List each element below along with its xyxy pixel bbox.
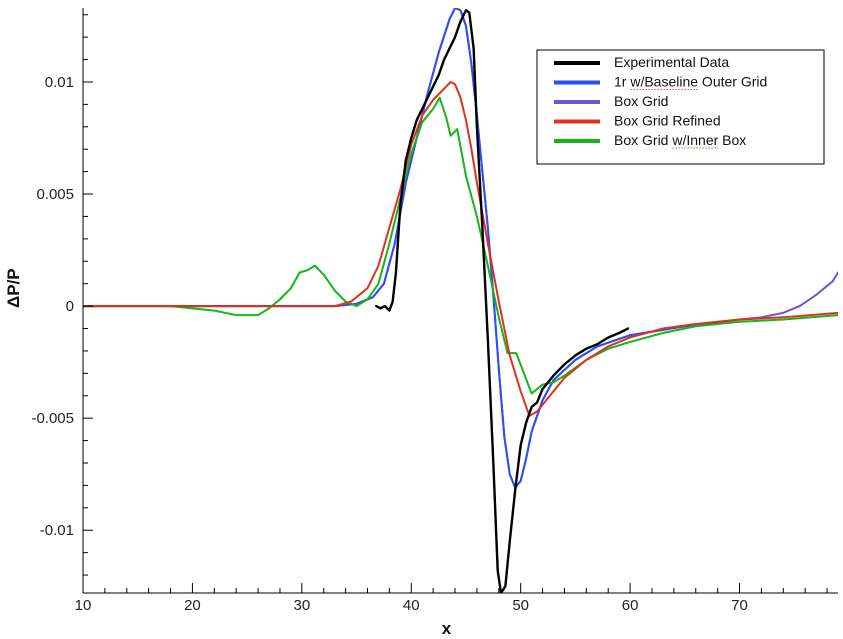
axes: 10 20 30 40 50 60 70 0.01 0.005 0 -0.005 -0.01: [31, 8, 838, 614]
legend-label: Box Grid: [614, 93, 668, 109]
series-line-experimental-data: [375, 9, 630, 593]
x-tick-label: 10: [75, 597, 92, 614]
legend: Experimental Data 1r w/Baseline Outer Gri…: [536, 49, 825, 165]
y-tick-label: 0: [66, 298, 74, 315]
x-tick-label: 50: [512, 597, 529, 614]
legend-item: 1r w/Baseline Outer Grid: [554, 74, 767, 90]
y-tick-label: 0.01: [45, 74, 74, 91]
y-axis-ticks: [83, 14, 93, 576]
legend-item: Box Grid w/Inner Box: [554, 132, 746, 149]
legend-box: [536, 49, 825, 165]
legend-item: Experimental Data: [554, 54, 729, 70]
y-axis-title: ΔP/P: [4, 268, 23, 308]
legend-label: 1r w/Baseline Outer Grid: [614, 74, 767, 90]
x-tick-label: 30: [293, 597, 310, 614]
y-tick-label: -0.01: [40, 522, 74, 539]
legend-item: Box Grid: [554, 93, 668, 109]
y-axis-tick-labels: 0.01 0.005 0 -0.005 -0.01: [31, 74, 74, 539]
y-tick-label: -0.005: [31, 410, 74, 427]
legend-items: Experimental Data 1r w/Baseline Outer Gri…: [554, 54, 767, 149]
legend-item: Box Grid Refined: [554, 113, 721, 129]
series-layer: [83, 8, 838, 593]
x-axis-title: x: [442, 619, 452, 638]
legend-label: Box Grid w/Inner Box: [614, 132, 746, 148]
legend-label: Box Grid Refined: [614, 113, 721, 129]
plot-area: [83, 8, 838, 593]
x-axis-tick-labels: 10 20 30 40 50 60 70: [75, 597, 748, 614]
legend-label: Experimental Data: [614, 54, 729, 70]
series-line-box-grid-refined: [83, 80, 838, 417]
x-tick-label: 70: [731, 597, 748, 614]
x-tick-label: 20: [184, 597, 201, 614]
x-axis-ticks: [82, 583, 828, 593]
x-tick-label: 60: [622, 597, 639, 614]
y-tick-label: 0.005: [36, 186, 74, 203]
x-tick-label: 40: [403, 597, 420, 614]
